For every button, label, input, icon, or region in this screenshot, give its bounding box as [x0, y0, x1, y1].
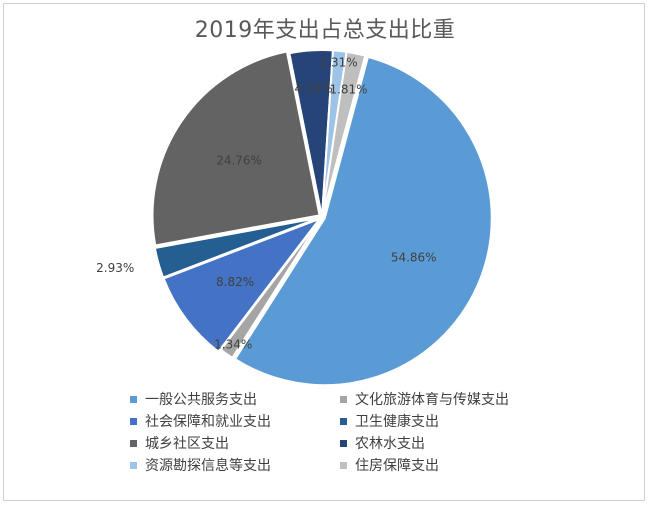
legend-label: 资源勘探信息等支出: [145, 458, 271, 474]
data-label: 8.82%: [216, 275, 254, 289]
data-label: 1.31%: [320, 56, 358, 70]
legend-item: 城乡社区支出: [130, 434, 340, 452]
data-label: 1.34%: [214, 337, 252, 351]
data-label: 4.18%: [295, 82, 333, 96]
legend-item: 住房保障支出: [340, 456, 560, 474]
data-label: 2.93%: [96, 261, 134, 275]
legend-label: 文化旅游体育与传媒支出: [355, 392, 509, 408]
legend-swatch: [340, 395, 347, 403]
legend-swatch: [340, 439, 347, 447]
legend-swatch: [130, 395, 137, 403]
pie-slice: [151, 50, 321, 247]
pie-slice: [162, 216, 323, 354]
legend-item: 资源勘探信息等支出: [130, 456, 340, 474]
legend-item: 农林水支出: [340, 434, 560, 452]
legend-label: 社会保障和就业支出: [145, 414, 271, 430]
legend-label: 农林水支出: [355, 436, 425, 452]
legend-label: 城乡社区支出: [145, 436, 229, 452]
chart-legend: 一般公共服务支出 文化旅游体育与传媒支出社会保障和就业支出 卫生健康支出城乡社区支出…: [130, 390, 560, 474]
legend-label: 卫生健康支出: [355, 414, 439, 430]
data-label: 54.86%: [391, 250, 437, 264]
data-label: 24.76%: [216, 154, 262, 168]
pie-slice: [233, 55, 493, 387]
pie-slices: [151, 49, 493, 387]
legend-label: 一般公共服务支出: [145, 392, 257, 408]
pie-labels: 54.86% 1.34% 8.82% 2.93% 24.76% 4.18% 1.31% 1.8…: [96, 56, 436, 352]
legend-item: 一般公共服务支出: [130, 390, 340, 408]
pie-slice: [153, 216, 320, 279]
legend-swatch: [130, 439, 137, 447]
legend-item: 卫生健康支出: [340, 412, 560, 430]
legend-item: 社会保障和就业支出: [130, 412, 340, 430]
legend-swatch: [340, 461, 347, 469]
legend-swatch: [130, 417, 137, 425]
legend-label: 住房保障支出: [355, 458, 439, 474]
data-label: 1.81%: [329, 83, 367, 97]
pie-slice: [321, 50, 367, 218]
legend-item: 文化旅游体育与传媒支出: [340, 390, 560, 408]
legend-swatch: [130, 461, 137, 469]
legend-swatch: [340, 417, 347, 425]
chart-title: 2019年支出占总支出比重: [194, 18, 456, 43]
